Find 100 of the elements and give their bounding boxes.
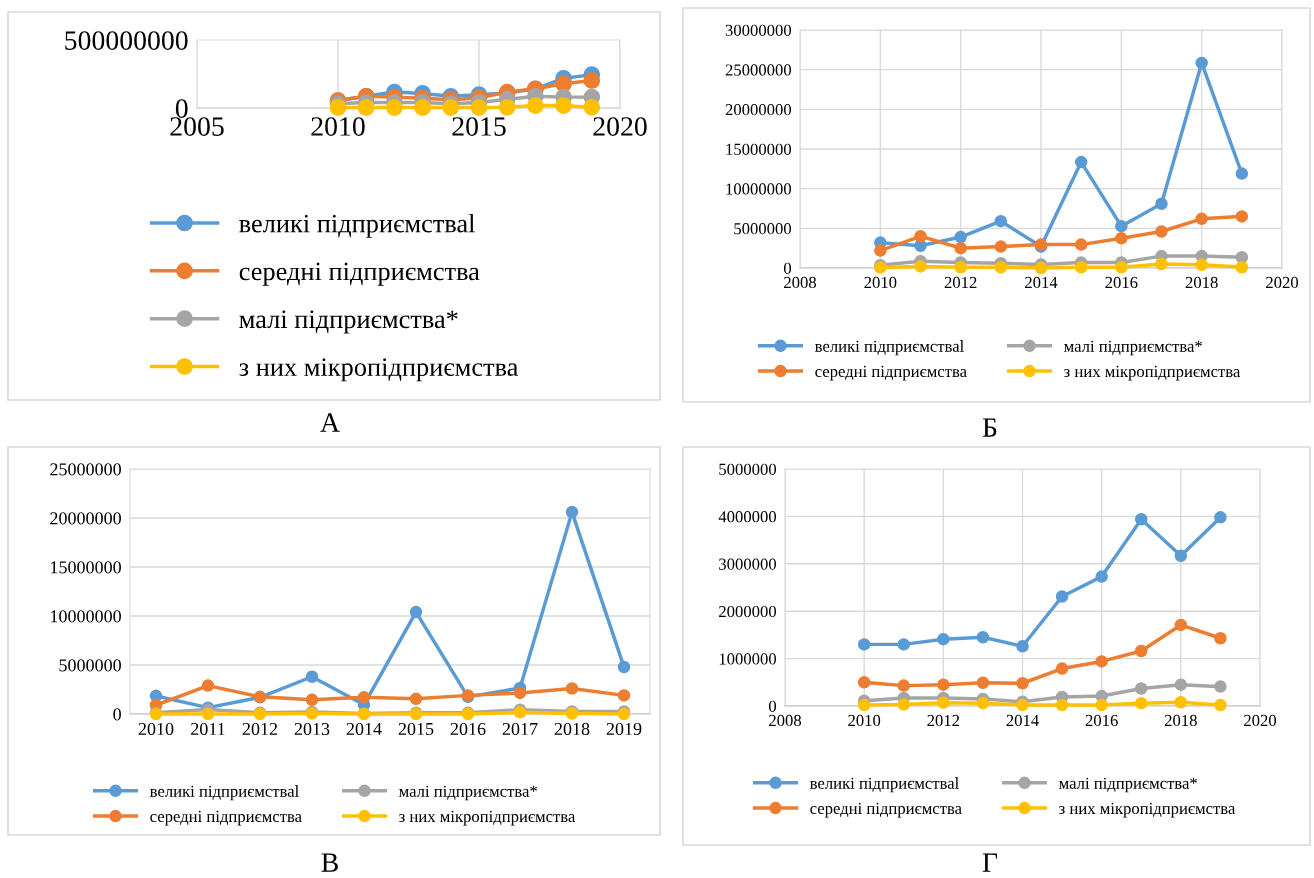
point [897,679,911,692]
y-tick-label: 30000000 [725,24,792,36]
y-tick-label: 25000000 [50,463,121,476]
point [1214,631,1227,645]
point [1134,512,1148,526]
x-tick-label: 2016 [450,722,486,736]
point [1235,167,1249,180]
x-tick-label: 2020 [593,117,647,136]
point [1134,644,1148,658]
point [857,638,871,651]
point [994,214,1008,228]
x-tick-label: 2016 [1085,714,1118,727]
point [409,692,423,706]
x-tick-label: 2008 [784,276,817,289]
point [555,97,572,114]
point [1214,511,1227,524]
point [201,679,215,692]
y-tick-label: 10000000 [726,183,792,195]
point [329,99,347,116]
x-tick-label: 2011 [191,722,225,736]
point [1055,698,1069,712]
point [409,605,423,619]
point [357,99,375,116]
point [1074,238,1088,251]
point [442,99,460,116]
y-tick-label: 4000000 [718,511,777,523]
point [937,678,950,691]
text: Б [982,418,997,437]
point [1134,682,1148,695]
legend-label: середні підприємства [815,365,967,381]
point [1016,640,1029,653]
x-tick-label: 2014 [1025,276,1058,289]
legend-label: малі підприємства* [399,785,537,801]
point [1174,695,1188,709]
point [1115,219,1128,233]
x-tick-label: 2017 [502,722,538,736]
x-tick-label: 2010 [864,276,897,289]
point [954,241,967,255]
legend-label: з них мікропідприємства [1064,365,1241,381]
y-tick-label: 1000000 [719,653,777,665]
point [498,98,516,116]
y-tick-label: 15000000 [726,143,792,155]
point [914,260,927,273]
point [1235,210,1249,223]
point [1214,680,1227,693]
legend-label: великі підприємстваl [239,213,475,238]
point [1174,678,1188,691]
point [305,693,319,707]
point [1174,549,1188,562]
point [583,72,601,89]
point [1115,260,1128,274]
legend-label: малі підприємства* [1064,340,1202,356]
point [201,707,215,721]
point [976,676,990,690]
point [857,676,871,689]
point [1155,225,1168,238]
x-tick-label: 2019 [606,722,642,736]
y-tick-label: 5000000 [719,463,777,475]
legend-label: малі підприємства* [239,310,458,334]
point [1134,696,1148,710]
point [305,670,319,684]
point [1155,257,1168,271]
y-tick-label: 20000000 [725,104,792,116]
legend-label: з них мікропідприємства [1059,802,1236,818]
y-tick-label: 5000000 [59,659,121,672]
y-tick-label: 0 [175,99,188,118]
y-tick-label: 2000000 [719,605,777,618]
text: В [321,853,338,872]
point [617,660,631,674]
point [897,698,911,711]
point [513,686,527,700]
point [386,99,403,116]
x-tick-label: 2010 [311,117,365,136]
x-tick-label: 2012 [944,276,977,289]
x-tick-label: 2012 [927,714,960,727]
x-tick-label: 2018 [554,722,590,736]
x-tick-label: 2012 [242,722,278,736]
legend-label: середні підприємства [150,810,302,826]
point [1174,618,1188,632]
point [1095,655,1108,668]
point [617,689,631,702]
legend-label: малі підприємства* [1059,777,1197,793]
point [357,691,371,704]
point [1235,260,1249,274]
x-tick-label: 2014 [346,722,382,736]
x-tick-label: 2015 [452,117,506,136]
point [1195,56,1208,70]
y-tick-label: 10000000 [51,610,121,623]
point [1016,676,1029,690]
point [1016,698,1029,712]
text: Г [982,853,998,872]
x-tick-label: 2005 [170,117,224,136]
legend-label: великі підприємстваl [814,340,964,356]
point [1034,261,1048,275]
point [1214,698,1227,712]
x-tick-label: 2010 [848,714,881,727]
y-tick-label: 0 [783,262,792,274]
x-tick-label: 2020 [1244,714,1277,727]
legend-label: середні підприємства [239,262,480,286]
x-tick-label: 2014 [1006,714,1039,727]
